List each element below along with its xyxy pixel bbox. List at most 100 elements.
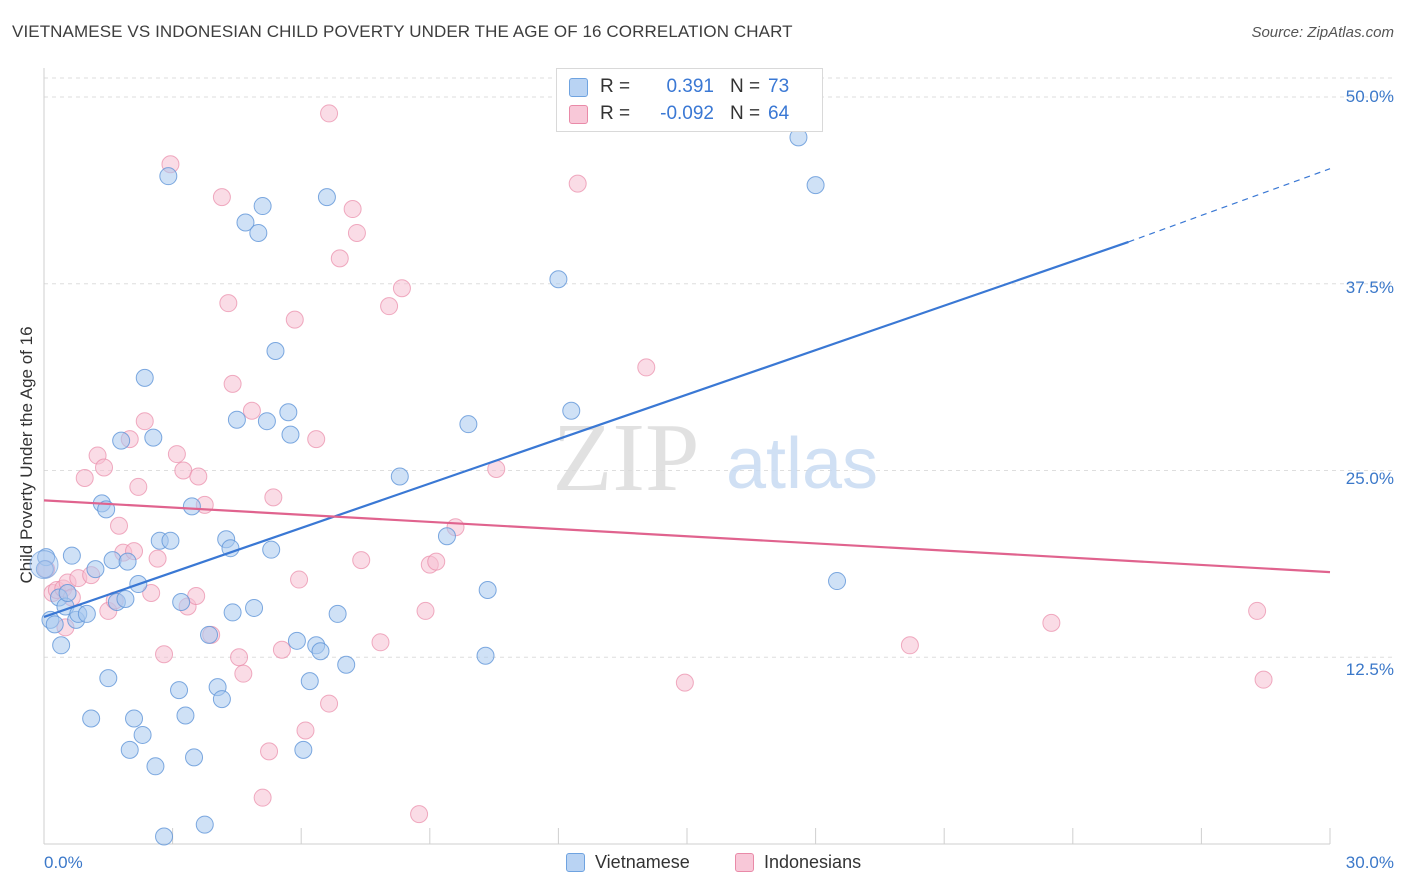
data-point-indonesians [212,188,231,207]
data-point-indonesians [142,584,161,603]
data-point-vietnamese [146,757,165,776]
r-value: -0.092 [660,103,714,124]
data-point-indonesians [568,174,587,193]
data-point-indonesians [347,223,366,242]
data-point-indonesians [330,249,349,268]
data-point-indonesians [167,445,186,464]
data-point-vietnamese [294,740,313,759]
data-point-vietnamese [195,815,214,834]
data-point-vietnamese [459,415,478,434]
data-point-indonesians [900,636,919,655]
data-point-vietnamese [266,341,285,360]
data-point-indonesians [320,694,339,713]
data-point-vietnamese [161,531,180,550]
data-point-vietnamese [103,551,122,570]
data-point-vietnamese [52,636,71,655]
data-point-vietnamese [287,631,306,650]
data-point-indonesians [343,200,362,219]
stats-legend: R = 0.391 N = 73 R = -0.092 N = 64 [556,68,823,132]
data-point-vietnamese [221,539,240,558]
swatch-vietnamese [566,853,585,872]
n-label: N = [730,103,761,124]
y-tick-label: 37.5% [1345,278,1394,297]
y-tick-label: 12.5% [1345,660,1394,679]
data-point-vietnamese [185,748,204,767]
data-point-indonesians [253,788,272,807]
data-point-vietnamese [478,581,497,600]
stats-row-vietnamese: R = 0.391 N = 73 [569,75,789,99]
data-point-vietnamese [257,412,276,431]
data-point-indonesians [352,551,371,570]
data-point-vietnamese [120,740,139,759]
data-point-indonesians [290,570,309,589]
r-label: R = [600,103,631,124]
n-value: 73 [768,76,790,97]
data-point-indonesians [416,601,435,620]
data-point-vietnamese [562,401,581,420]
data-point-indonesians [1248,601,1267,620]
n-value: 64 [768,103,790,124]
data-point-vietnamese [253,197,272,216]
source-label: Source: ZipAtlas.com [1251,24,1394,41]
data-point-indonesians [296,721,315,740]
data-point-vietnamese [133,725,152,744]
data-point-vietnamese [300,672,319,691]
legend-label: Indonesians [764,852,862,872]
chart-title: VIETNAMESE VS INDONESIAN CHILD POVERTY U… [12,22,793,41]
data-point-vietnamese [311,642,330,661]
data-point-indonesians [223,374,242,393]
data-point-indonesians [637,358,656,377]
swatch-vietnamese [569,77,588,97]
trend-lines [43,168,1331,618]
data-point-indonesians [189,467,208,486]
n-label: N = [730,76,761,97]
data-point-indonesians [380,297,399,316]
data-point-vietnamese [62,546,81,565]
gridlines [43,68,1392,845]
data-point-vietnamese [200,625,219,644]
data-point-vietnamese [182,497,201,516]
data-point-vietnamese [82,709,101,728]
swatch-indonesians [569,104,588,124]
data-point-indonesians [135,412,154,431]
data-point-vietnamese [159,167,178,186]
legend-item-vietnamese: Vietnamese [566,852,690,873]
data-point-vietnamese [144,428,163,447]
data-point-vietnamese [118,552,137,571]
data-point-indonesians [427,552,446,571]
data-point-vietnamese [390,467,409,486]
data-point-vietnamese [45,615,64,634]
data-point-indonesians [1254,670,1273,689]
data-point-vietnamese [135,368,154,387]
data-point-indonesians [272,640,291,659]
data-point-vietnamese [116,589,135,608]
data-point-indonesians [155,645,174,664]
data-point-vietnamese [249,223,268,242]
data-point-vietnamese [476,646,495,665]
data-point-vietnamese [828,572,847,591]
data-point-vietnamese [29,550,59,580]
trend-line-vietnamese [43,240,1129,618]
watermark-atlas: atlas [726,424,878,504]
data-point-vietnamese [99,669,118,688]
data-point-vietnamese [806,176,825,195]
legend-label: Vietnamese [595,852,690,872]
y-tick-label: 50.0% [1345,87,1394,106]
stats-row-indonesians: R = -0.092 N = 64 [569,102,789,126]
data-point-vietnamese [86,560,105,579]
swatch-indonesians [735,853,754,872]
data-point-indonesians [1042,613,1061,632]
data-point-vietnamese [77,604,96,623]
data-point-vietnamese [58,584,77,603]
data-point-indonesians [242,401,261,420]
data-point-vietnamese [223,603,242,622]
data-point-vietnamese [317,188,336,207]
data-point-vietnamese [176,706,195,725]
data-point-vietnamese [172,592,191,611]
data-point-vietnamese [328,604,347,623]
data-point-indonesians [260,742,279,761]
data-point-indonesians [371,633,390,652]
r-value: 0.391 [666,76,714,97]
data-point-vietnamese [279,403,298,422]
